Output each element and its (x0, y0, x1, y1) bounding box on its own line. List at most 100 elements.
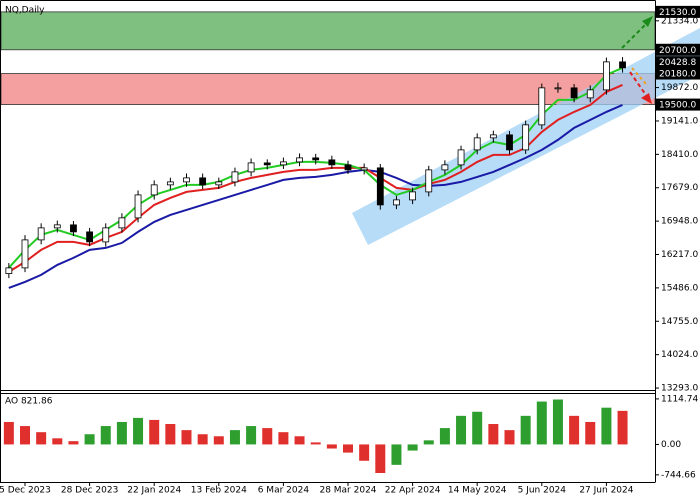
candle-body (489, 134, 497, 139)
y-tick-label: 17679.0 (661, 183, 698, 193)
candle-body (279, 161, 287, 166)
candle-body (296, 157, 303, 163)
candle-body (344, 164, 352, 171)
ao-bar (456, 415, 467, 445)
ao-bar (278, 432, 289, 445)
ao-bar (488, 424, 499, 445)
ao-bar (52, 438, 63, 445)
y-tick-label: 14024.0 (661, 350, 698, 360)
ao-bar (149, 419, 160, 445)
candle-body (586, 89, 594, 99)
x-tick-label: 28 Mar 2024 (319, 486, 376, 496)
candle-body (441, 164, 449, 171)
y-tick-label: 16217.0 (661, 250, 698, 260)
candle-body (376, 167, 384, 206)
x-tick-label: 5 Dec 2023 (0, 486, 51, 496)
price-label: 21530.0 (659, 8, 696, 18)
ao-bar (133, 417, 144, 445)
x-tick-label: 22 Apr 2024 (385, 486, 441, 496)
ao-bar (536, 401, 547, 445)
price-label-bg (656, 43, 700, 56)
up-arrow (621, 21, 649, 49)
candle-body (522, 124, 530, 151)
candle-body (231, 171, 239, 183)
x-tick-label: 22 Jan 2024 (127, 486, 181, 496)
ao-bar (423, 440, 434, 445)
price-label-bg (656, 67, 700, 80)
price-label-bg (656, 5, 700, 18)
ao-bar (359, 444, 370, 461)
y-tick-label: 21334.0 (661, 16, 698, 26)
ao-bar (472, 411, 483, 445)
candle-body (570, 87, 578, 99)
ao-bar (181, 430, 192, 445)
y-tick-label: 19141.0 (661, 116, 698, 126)
ao-bar (68, 441, 79, 445)
candle-body (425, 169, 433, 193)
candle-body (393, 199, 400, 206)
ao-bar (197, 434, 208, 445)
candle-body (166, 181, 174, 186)
price-label-bg (656, 56, 700, 69)
price-label: 19500.0 (659, 101, 696, 111)
candle-body (409, 191, 417, 201)
ao-bar (36, 432, 47, 445)
ao-bar (3, 421, 14, 445)
y-tick-label: 15486.0 (661, 283, 698, 293)
candle-body (183, 177, 190, 183)
y-tick-label: 18410.0 (661, 150, 698, 160)
candle-body (150, 184, 158, 196)
ao-bar (407, 444, 418, 451)
ao-bar (391, 444, 402, 465)
price-label: 20180.0 (659, 70, 696, 80)
candle-body (5, 267, 13, 274)
x-tick-label: 14 May 2024 (448, 486, 507, 496)
ao-bar (343, 444, 353, 453)
candle-body (134, 194, 142, 219)
zone (0, 73, 656, 105)
x-tick-label: 6 Mar 2024 (258, 486, 310, 496)
down-arrowhead (641, 93, 652, 104)
candle-body (199, 177, 207, 186)
x-tick-label: 5 Jun 2024 (518, 486, 567, 496)
candle-body (215, 181, 223, 186)
indicator-title: AO 821.86 (5, 397, 53, 407)
ao-bar (213, 436, 224, 445)
chart-title: NQ,Daily (5, 6, 45, 16)
candle-body (102, 227, 110, 243)
y-tick-label: 1114.74 (661, 394, 698, 404)
price-label-bg (656, 98, 700, 111)
zone (0, 11, 656, 51)
ao-bar (552, 399, 563, 445)
candle-body (70, 224, 77, 233)
price-label: 20428.8 (659, 58, 696, 68)
candle-body (328, 159, 336, 166)
ao-bar (100, 426, 111, 445)
up-arrowhead (642, 16, 653, 27)
ao-bar (439, 428, 450, 445)
ao-bar (229, 430, 240, 445)
candle-body (538, 87, 546, 126)
forecast-arrows (621, 16, 653, 104)
x-tick-label: 13 Feb 2024 (191, 486, 247, 496)
y-tick-label: 16948.0 (661, 217, 698, 227)
candle-body (247, 162, 255, 173)
ao-bar (84, 434, 95, 445)
x-tick-label: 28 Dec 2023 (61, 486, 119, 496)
ao-bar (116, 421, 127, 445)
ao-bar (20, 426, 30, 445)
candle-body (360, 167, 368, 171)
ao-bar (246, 426, 257, 445)
ao-bar (601, 407, 612, 445)
candle-body (263, 162, 271, 166)
ao-bar (585, 421, 596, 445)
ao-bar (617, 410, 628, 445)
ao-bar (294, 436, 305, 445)
candle-body (21, 239, 29, 269)
candle-body (506, 134, 513, 151)
candle-body (457, 149, 465, 166)
ao-bar (520, 415, 531, 445)
down-arrow (629, 71, 649, 99)
moving-average (8, 83, 623, 273)
